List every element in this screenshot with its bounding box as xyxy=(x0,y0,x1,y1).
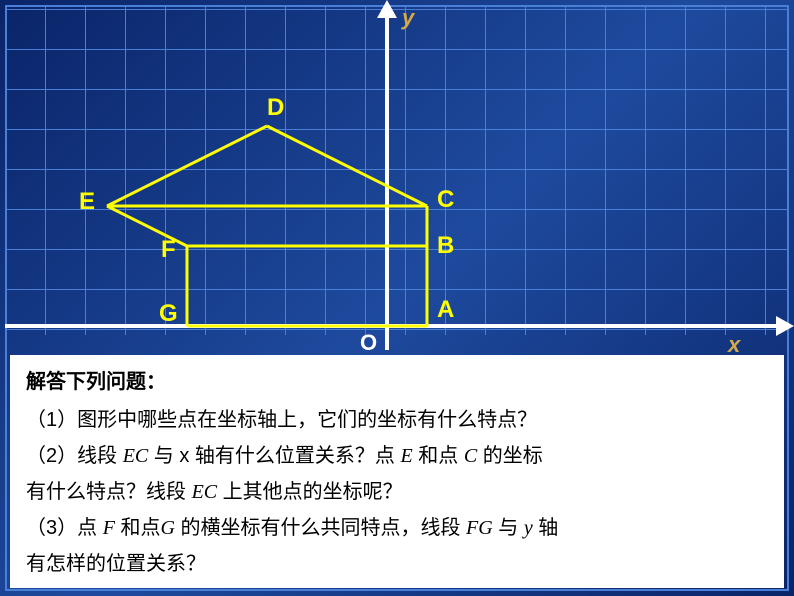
q2d: E xyxy=(400,445,412,467)
q2h: 有什么特点？线段 xyxy=(26,481,192,503)
q2e: 和点 xyxy=(413,445,464,467)
point-label-G: G xyxy=(159,300,178,328)
q3g: 与 xyxy=(493,517,524,539)
coordinate-grid xyxy=(5,5,789,335)
question-3-line1: （3）点 F 和点G 的横坐标有什么共同特点，线段 FG 与 y 轴 xyxy=(26,511,768,545)
q3a: （3）点 xyxy=(26,517,103,539)
q2g: 的坐标 xyxy=(477,445,543,467)
q3c: 和点 xyxy=(115,517,161,539)
q2b: EC xyxy=(123,445,149,467)
question-2-line1: （2）线段 EC 与 x 轴有什么位置关系？点 E 和点 C 的坐标 xyxy=(26,439,768,473)
point-label-F: F xyxy=(161,236,176,264)
question-2-line2: 有什么特点？线段 EC 上其他点的坐标呢？ xyxy=(26,475,768,509)
q3f: FG xyxy=(466,517,493,539)
q2c: 与 x 轴有什么位置关系？点 xyxy=(148,445,400,467)
origin-label: O xyxy=(360,330,377,356)
question-panel: 解答下列问题： （1）图形中哪些点在坐标轴上，它们的坐标有什么特点？ （2）线段… xyxy=(10,355,784,588)
point-label-E: E xyxy=(79,188,95,216)
point-label-C: C xyxy=(437,186,454,214)
q3e: 的横坐标有什么共同特点，线段 xyxy=(175,517,466,539)
q1-text: （1）图形中哪些点在坐标轴上，它们的坐标有什么特点？ xyxy=(26,409,537,431)
x-axis-arrow xyxy=(776,316,794,336)
y-axis-label: y xyxy=(402,5,414,31)
q2i: EC xyxy=(192,481,218,503)
x-axis xyxy=(5,324,780,328)
question-1: （1）图形中哪些点在坐标轴上，它们的坐标有什么特点？ xyxy=(26,403,768,437)
point-label-D: D xyxy=(267,94,284,122)
y-axis-arrow xyxy=(377,0,397,18)
q2a: （2）线段 xyxy=(26,445,123,467)
q2f: C xyxy=(464,445,477,467)
question-3-line2: 有怎样的位置关系？ xyxy=(26,547,768,581)
q2j: 上其他点的坐标呢？ xyxy=(217,481,403,503)
q3b: F xyxy=(103,517,115,539)
point-label-A: A xyxy=(437,296,454,324)
q3i: 轴 xyxy=(533,517,559,539)
point-label-B: B xyxy=(437,232,454,260)
q3d: G xyxy=(160,517,174,539)
y-axis xyxy=(385,5,389,350)
q3j: 有怎样的位置关系？ xyxy=(26,553,206,575)
q3h: y xyxy=(524,517,533,539)
question-title: 解答下列问题： xyxy=(26,365,768,399)
